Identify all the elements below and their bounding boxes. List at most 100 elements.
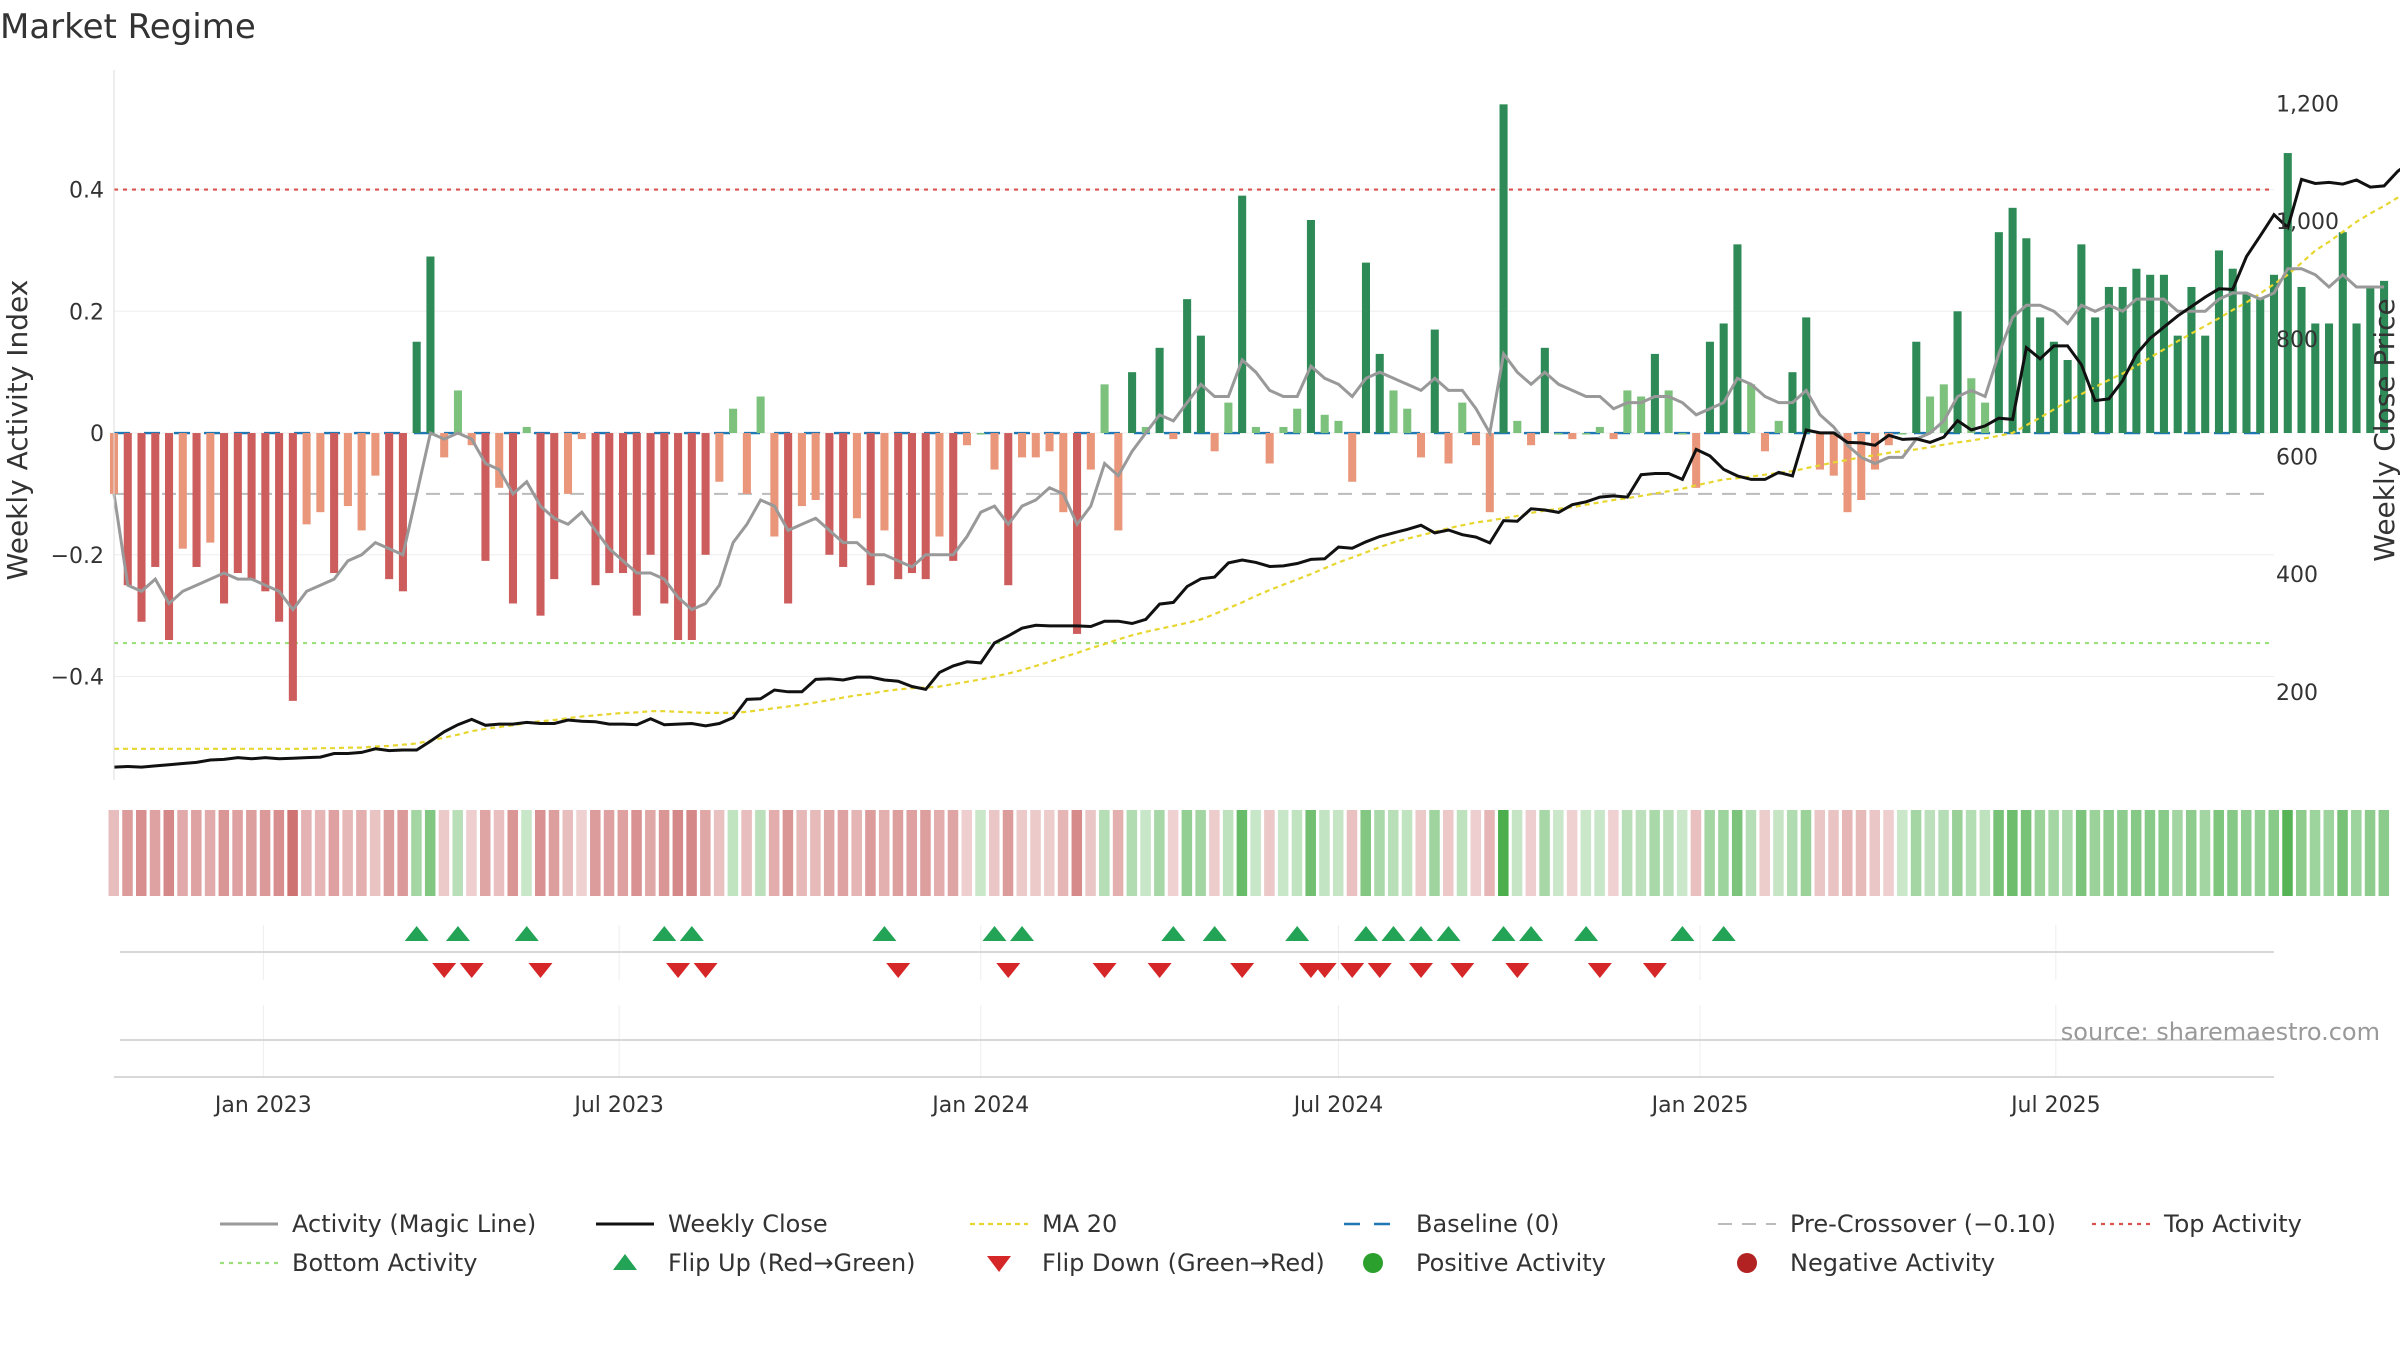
regime-cell <box>1346 810 1358 896</box>
activity-bar <box>2146 274 2155 434</box>
regime-cell <box>149 810 161 896</box>
regime-cell <box>961 810 972 896</box>
regime-cell <box>837 810 849 896</box>
regime-cell <box>397 810 408 896</box>
activity-bar <box>1760 433 1769 452</box>
activity-bar <box>330 433 339 574</box>
regime-cell <box>1883 810 1894 896</box>
regime-cell <box>2158 810 2169 896</box>
activity-bar <box>1829 433 1838 476</box>
regime-cell <box>2323 810 2335 896</box>
legend-label: Baseline (0) <box>1416 1210 1559 1238</box>
regime-cell <box>700 810 711 896</box>
activity-bar <box>371 433 380 476</box>
regime-cell <box>631 810 642 896</box>
legend-swatch-flip-down <box>987 1256 1011 1272</box>
activity-bar <box>2159 274 2168 434</box>
regime-cell <box>2075 810 2087 896</box>
regime-cell <box>2172 810 2183 896</box>
regime-cell <box>2364 810 2376 896</box>
activity-bar <box>2036 317 2045 434</box>
regime-cell <box>2103 810 2114 896</box>
ma20-line <box>114 194 2400 750</box>
regime-cell <box>2309 810 2321 896</box>
regime-cell <box>1594 810 1605 896</box>
activity-bar <box>343 433 352 507</box>
regime-cell <box>1539 810 1550 896</box>
regime-cell <box>314 810 326 896</box>
regime-cell <box>1305 810 1316 896</box>
regime-cell <box>1332 810 1344 896</box>
regime-cell <box>1869 810 1881 896</box>
regime-cell <box>1085 810 1096 896</box>
grid <box>114 189 2274 1078</box>
regime-cell <box>1140 810 1151 896</box>
regime-cell <box>534 810 546 896</box>
legend-label: MA 20 <box>1042 1210 1117 1238</box>
x-tick-label: Jan 2023 <box>213 1093 312 1118</box>
regime-cell <box>823 810 835 896</box>
activity-bar <box>275 433 284 622</box>
regime-cell <box>645 810 656 896</box>
reference-lines <box>114 188 2274 645</box>
regime-cell <box>1525 810 1537 896</box>
regime-cell <box>1415 810 1427 896</box>
activity-bar <box>880 433 889 531</box>
activity-bar <box>412 341 421 434</box>
activity-bar <box>949 433 958 561</box>
activity-bar <box>1719 323 1728 434</box>
activity-bar <box>233 433 242 574</box>
regime-cell <box>2254 810 2266 896</box>
regime-cell <box>1993 810 2004 896</box>
activity-bar <box>921 433 930 580</box>
regime-cell <box>1002 810 1014 896</box>
y-tick-label: 0 <box>90 422 104 447</box>
activity-bar <box>2338 232 2347 434</box>
x-tick-label: Jul 2024 <box>1292 1093 1384 1118</box>
activity-bar <box>784 433 793 604</box>
flip-up-marker <box>1409 926 1434 941</box>
activity-bar <box>1692 433 1701 488</box>
flip-down-marker <box>1312 963 1337 978</box>
activity-bar <box>178 433 187 549</box>
y2-axis-label: Weekly Close Price <box>2368 298 2400 561</box>
regime-cell <box>1965 810 1977 896</box>
regime-cell <box>906 810 917 896</box>
activity-bar <box>164 433 174 640</box>
activity-bar <box>1073 433 1082 634</box>
activity-bar <box>1031 433 1040 458</box>
regime-cell <box>521 810 532 896</box>
regime-cell <box>2062 810 2073 896</box>
activity-bar <box>522 426 531 434</box>
activity-bar <box>1747 384 1756 434</box>
activity-bar <box>770 433 779 537</box>
regime-cell <box>2378 810 2390 896</box>
activity-bar <box>2256 299 2265 434</box>
regime-cell <box>1800 810 1812 896</box>
flip-markers <box>114 926 2274 1078</box>
regime-cell <box>1057 810 1069 896</box>
regime-cell <box>301 810 312 896</box>
regime-cell <box>1195 810 1206 896</box>
regime-cell <box>1277 810 1289 896</box>
regime-cell <box>177 810 188 896</box>
regime-cell <box>1690 810 1702 896</box>
flip-up-marker <box>652 926 677 941</box>
activity-bar <box>1306 220 1315 434</box>
regime-cell <box>2020 810 2032 896</box>
activity-bar <box>1650 353 1659 434</box>
activity-bar <box>1238 195 1247 434</box>
activity-bar <box>261 433 270 592</box>
activity-bar <box>1389 390 1398 434</box>
activity-bar <box>2077 244 2086 434</box>
legend-label: Negative Activity <box>1790 1249 1995 1277</box>
regime-cell <box>920 810 931 896</box>
activity-bar <box>1912 341 1921 434</box>
regime-cell <box>1099 810 1110 896</box>
regime-cell <box>1154 810 1165 896</box>
activity-bar <box>1884 433 1893 446</box>
y-tick-label: 0.2 <box>69 300 104 325</box>
series-lines <box>112 167 2400 769</box>
activity-bar <box>2022 238 2031 434</box>
activity-bar <box>2269 274 2279 434</box>
